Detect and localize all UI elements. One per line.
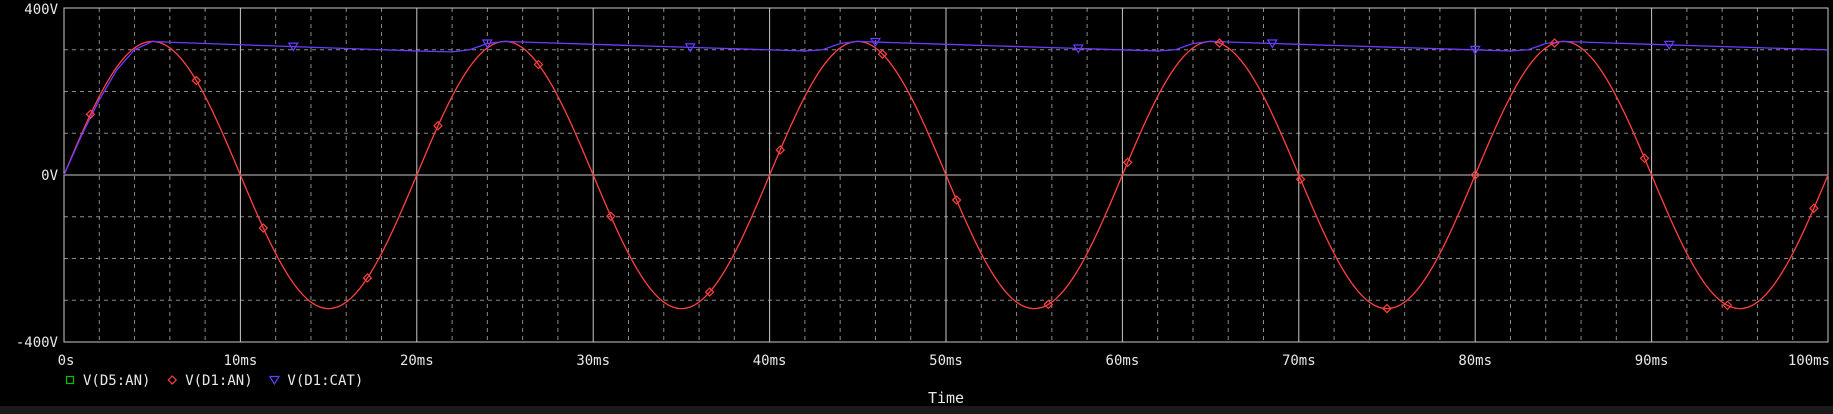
series-marker-2 (533, 59, 544, 70)
y-tick-labels: -400V 0V 400V (16, 2, 59, 351)
x-tick-label: 50ms (929, 353, 963, 369)
series-marker-2 (362, 273, 373, 283)
series-marker-2 (1122, 157, 1133, 168)
y-tick-label: 400V (24, 2, 58, 18)
y-tick-label: 0V (41, 168, 58, 184)
x-tick-label: 80ms (1458, 353, 1492, 369)
series-marker-2 (85, 109, 96, 120)
series-marker-2 (433, 120, 443, 131)
series-marker-2 (1295, 174, 1306, 185)
series-marker-2 (1382, 303, 1392, 314)
legend-marker-3 (268, 375, 280, 386)
legend-marker-1 (65, 375, 75, 385)
legend-label-2: V(D1:AN) (185, 373, 252, 389)
series-marker-3 (287, 42, 299, 52)
series-marker-2 (1470, 170, 1481, 180)
marker-layer (85, 37, 1819, 314)
series-marker-2 (1722, 300, 1733, 311)
series-marker-3 (684, 43, 696, 53)
series-marker-3 (1663, 40, 1675, 51)
series-marker-3 (1072, 44, 1084, 54)
series-line-3 (63, 40, 1829, 176)
series-marker-2 (191, 75, 202, 86)
series-marker-2 (775, 145, 786, 155)
x-tick-label: 100ms (1788, 353, 1830, 369)
x-axis-label: Time (928, 389, 964, 407)
x-tick-label: 10ms (224, 353, 258, 369)
series-marker-3 (1266, 39, 1278, 49)
x-tick-label: 30ms (576, 353, 610, 369)
series-marker-2 (258, 223, 269, 233)
x-tick-label: 70ms (1282, 353, 1316, 369)
legend-marker-2 (167, 375, 178, 385)
x-tick-label: 90ms (1635, 353, 1669, 369)
series-marker-3 (481, 39, 493, 49)
series-layer (63, 40, 1829, 310)
x-tick-label: 20ms (400, 353, 434, 369)
series-marker-2 (951, 195, 962, 205)
series-marker-3 (869, 37, 881, 48)
series-marker-2 (1809, 203, 1819, 214)
legend-label-1: V(D5:AN) (83, 373, 150, 389)
legend: V(D5:AN) V(D1:AN) V(D1:CAT) (65, 373, 363, 389)
series-marker-2 (704, 287, 715, 297)
status-strip (0, 406, 1833, 414)
series-line-2 (63, 40, 1829, 310)
x-tick-label: 0s (58, 353, 75, 369)
series-marker-2 (1639, 153, 1650, 164)
series-marker-3 (1469, 45, 1481, 56)
series-marker-2 (1214, 38, 1225, 48)
series-marker-2 (1043, 299, 1054, 310)
x-tick-label: 40ms (753, 353, 787, 369)
series-marker-2 (1549, 38, 1560, 48)
legend-label-3: V(D1:CAT) (287, 373, 363, 389)
series-marker-2 (605, 211, 616, 222)
x-tick-label: 60ms (1106, 353, 1140, 369)
y-tick-label: -400V (16, 335, 59, 351)
x-tick-labels: 0s 10ms 20ms 30ms 40ms 50ms 60ms 70ms 80ms 90ms 10… (58, 353, 1830, 369)
series-marker-2 (877, 49, 888, 59)
